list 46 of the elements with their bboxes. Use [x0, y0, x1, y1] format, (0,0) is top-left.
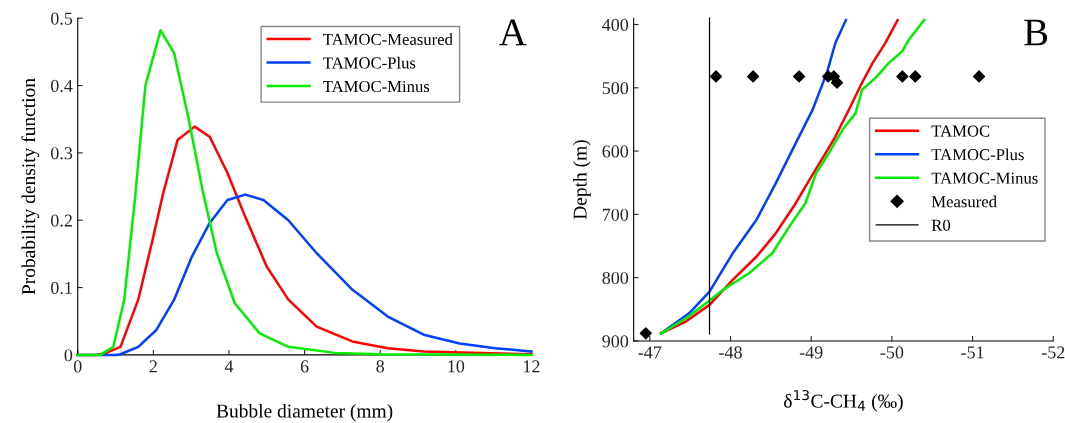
- y-tick-label: 600: [602, 145, 629, 158]
- y-tick-label: 700: [602, 208, 629, 221]
- y-tick-label: 800: [602, 271, 629, 285]
- y-tick-label: 0.4: [51, 79, 73, 93]
- legend-label: Measured: [931, 195, 997, 208]
- y-tick-label: 900: [602, 335, 629, 348]
- x-tick-label: -52: [1041, 346, 1065, 359]
- legend-label: R0: [931, 219, 951, 231]
- y-axis-title: Probability density function: [21, 78, 40, 295]
- point: [896, 70, 909, 83]
- legend-label: TAMOC-Plus: [323, 56, 416, 69]
- legend-label: TAMOC-Plus: [931, 148, 1024, 161]
- x-tick-label: 12: [524, 360, 540, 373]
- annotation: B: [1024, 19, 1048, 46]
- point: [909, 70, 922, 83]
- x-axis-title: δ$^{13}$C-CH$_{4}$ (‰): [784, 389, 903, 412]
- x-tick-label: 4: [224, 360, 234, 373]
- x-tick-label: 0: [73, 360, 82, 373]
- x-axis-title: Bubble diameter (mm): [216, 403, 393, 422]
- x-tick-label: 6: [300, 360, 309, 373]
- x-tick-label: -47: [638, 346, 662, 359]
- y-tick-label: 0.3: [51, 147, 73, 160]
- x-tick-label: -49: [799, 346, 823, 359]
- legend-label: TAMOC-Measured: [323, 33, 453, 46]
- point: [639, 327, 652, 340]
- x-tick-label: -50: [880, 346, 904, 359]
- point: [830, 76, 844, 89]
- point: [972, 70, 986, 83]
- x-tick-label: -51: [961, 346, 984, 359]
- point: [747, 70, 760, 83]
- y-axis-title: Depth (m): [572, 140, 591, 220]
- x-tick-label: 10: [448, 360, 465, 373]
- x-tick-label: 2: [149, 360, 157, 373]
- x-tick-label: -48: [719, 346, 742, 359]
- x-tick-label: 8: [376, 360, 385, 373]
- point: [709, 70, 723, 83]
- legend-label: TAMOC-Minus: [323, 80, 430, 93]
- legend-label: TAMOC-Minus: [931, 172, 1038, 184]
- y-tick-label: 0.1: [51, 281, 72, 295]
- point: [793, 70, 806, 83]
- legend-label: TAMOC: [931, 125, 990, 137]
- y-tick-label: 0.2: [51, 214, 72, 227]
- y-tick-label: 400: [602, 18, 629, 31]
- y-tick-label: 500: [602, 82, 629, 95]
- annotation: A: [499, 19, 527, 46]
- y-tick-label: 0.5: [51, 12, 73, 25]
